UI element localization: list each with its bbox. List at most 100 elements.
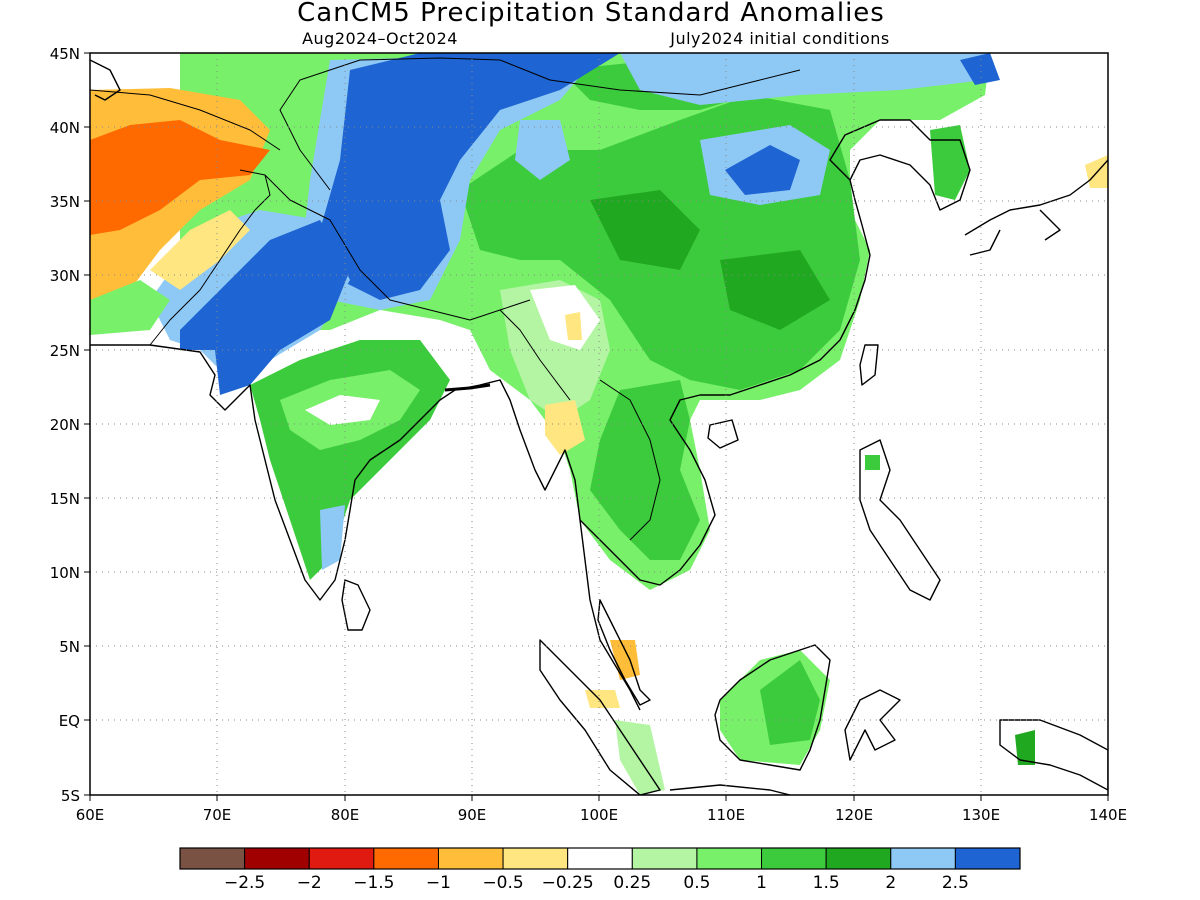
coast-hainan [707,419,739,449]
legend-swatch [761,847,827,870]
border-myanmar [499,309,571,401]
anomaly-region-light-yellow-afghan [150,210,250,290]
x-tick-label: 120E [835,806,873,824]
anomaly-region-green-korea [930,125,970,200]
legend-label: 0.25 [613,873,651,893]
plot-area [90,53,1108,795]
coast-indochina [579,394,716,586]
y-tick-label: 5N [59,638,80,656]
x-tick-label: 70E [203,806,232,824]
legend-swatch [437,847,504,870]
legend-label: −2.5 [224,873,265,893]
anomaly-region-green-borneo [760,660,820,745]
coast-japan [964,159,1108,256]
tick-marks [84,52,1109,801]
coast-india [90,344,456,601]
anomaly-region-light-blue-india-south [320,505,345,570]
anomaly-region-dark-green-1 [590,190,700,270]
border-central-asia [90,89,281,151]
border-china-mongolia [279,57,801,191]
legend-swatch [373,847,439,870]
y-tick-labels: 45N 40N 35N 30N 25N 20N 15N 10N 5N EQ 5S [50,45,80,805]
legend-swatch [954,847,1021,870]
coast-philippines [859,439,941,601]
anomaly-region-white-india [305,395,380,425]
anomaly-region-yellow-myanmar [545,400,585,455]
legend-label: −1 [426,873,451,893]
coast-java [669,784,791,795]
anomaly-region-orange-iran [90,120,270,235]
anomaly-region-yellow-sumatra [585,690,620,708]
grid-lines [90,53,1108,795]
legend-label: −0.5 [482,873,523,893]
legend-swatch [244,847,310,870]
x-tick-label: 130E [962,806,1000,824]
y-tick-label: 10N [50,564,80,582]
y-tick-label: 30N [50,267,80,285]
valid-period: Aug2024–Oct2024 [302,29,458,48]
legend-labels: −2.5 −2 −1.5 −1 −0.5 −0.25 0.25 0.5 1 1.5 2 2.5 [224,873,969,893]
legend-label: −2 [297,873,322,893]
legend-swatch [179,847,246,870]
y-tick-label: 5S [61,787,80,805]
coast-sri-lanka [341,579,371,631]
map-title: CanCM5 Precipitation Standard Anomalies [297,0,885,28]
coast-borneo [714,644,831,771]
border-indochina [599,379,661,541]
anomaly-region-white-myanmar [530,285,600,350]
anomaly-region-blue-new-guinea [1015,730,1035,765]
anomaly-region-green-westedge [90,280,170,335]
x-tick-label: 60E [76,806,105,824]
anomaly-region-green-philippines [865,455,880,470]
legend-swatch [890,847,956,870]
anomaly-region-dark-green-2 [720,250,830,330]
legend-label: −1.5 [353,873,394,893]
initial-conditions: July2024 initial conditions [669,29,889,48]
coast-caspian [90,59,121,101]
coast-sumatra [539,639,661,795]
anomaly-region-dark-blue-pakistan [180,220,350,395]
legend-swatch [696,847,763,870]
legend-swatch [825,847,892,870]
legend-label: 2.5 [942,873,969,893]
coast-taiwan [859,344,879,386]
coast-ganges-delta [444,383,491,392]
legend-swatch [567,847,633,870]
y-tick-label: 20N [50,416,80,434]
anomaly-region-light-blue-mongolia [515,120,570,180]
x-tick-label: 140E [1089,806,1127,824]
anomaly-region-light-green-sumatra [615,720,665,795]
coast-sulawesi [844,689,901,761]
y-tick-label: 15N [50,490,80,508]
legend-swatch [502,847,569,870]
y-tick-label: EQ [59,712,80,730]
coast-myanmar [454,379,641,711]
y-tick-label: 25N [50,342,80,360]
y-tick-label: 35N [50,193,80,211]
x-tick-label: 90E [458,806,487,824]
coast-south-china [700,179,871,396]
anomaly-region-yellow-myanmar-n [565,312,582,340]
coastlines [90,57,1108,795]
coast-korea [829,119,971,211]
anomaly-shading [90,53,1108,795]
legend-label: 0.5 [683,873,710,893]
x-tick-labels: 60E 70E 80E 90E 100E 110E 120E 130E 140E [76,806,1127,824]
legend-label: 1 [756,873,767,893]
border-pakistan [149,169,271,346]
legend-colorbar [179,847,1021,870]
anomaly-region-dark-blue-ne [725,145,800,195]
border-india-china [264,174,531,321]
legend-frame [179,847,1021,870]
legend-swatch [308,847,375,870]
x-tick-label: 80E [331,806,360,824]
y-tick-label: 45N [50,45,80,63]
legend-label: 1.5 [813,873,840,893]
legend-label: −0.25 [542,873,594,893]
coast-malaya [597,599,651,706]
x-tick-label: 110E [707,806,745,824]
anomaly-region-blue-far-ne [960,53,1000,85]
x-tick-label: 100E [580,806,618,824]
y-tick-label: 40N [50,119,80,137]
